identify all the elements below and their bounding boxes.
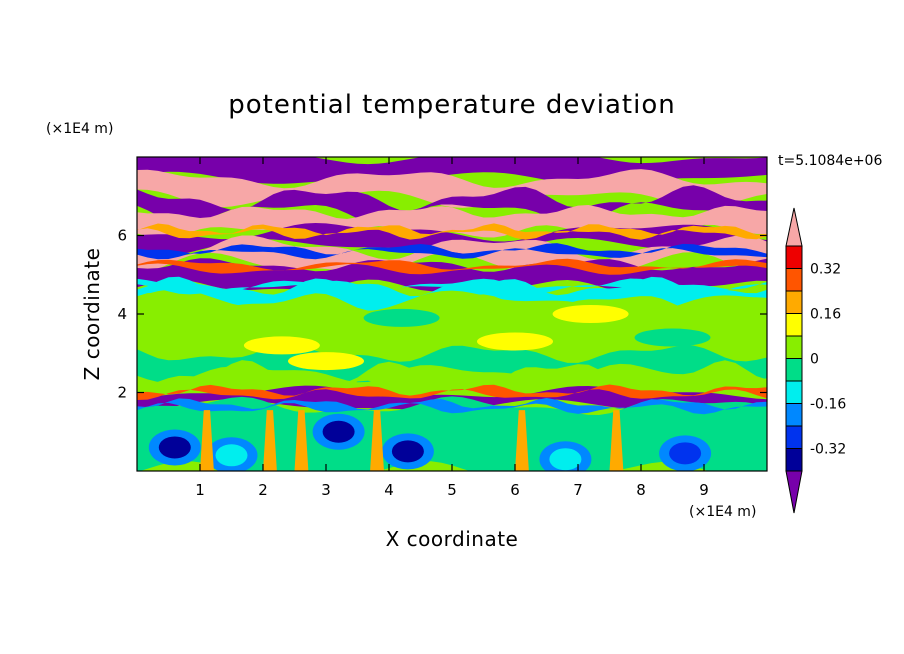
- field-transition-strip: [137, 258, 767, 275]
- x-tick-label: 7: [573, 481, 583, 499]
- field-transition-strip: [137, 243, 767, 260]
- thermal-plume: [609, 410, 624, 471]
- colorbar: 0.32 0.16 0 -0.16 -0.32: [785, 207, 846, 514]
- field-transition-strip: [137, 398, 767, 415]
- y-tick-label: 6: [117, 227, 127, 245]
- y-tick-label: 2: [117, 384, 127, 402]
- colorbar-bin: [785, 335, 803, 359]
- colorbar-under-triangle: [785, 470, 803, 514]
- thermal-plume: [200, 410, 214, 471]
- colorbar-over-triangle: [785, 207, 803, 247]
- field-patch: [634, 328, 711, 347]
- field-patch: [477, 332, 553, 351]
- y-axis-title: Z coordinate: [80, 248, 104, 381]
- plot-area: [137, 157, 767, 471]
- colorbar-bin: [785, 425, 803, 449]
- colorbar-bin: [785, 313, 803, 337]
- thermal-plume: [263, 410, 277, 471]
- field-band: [137, 169, 767, 209]
- chart-title: potential temperature deviation: [228, 90, 675, 120]
- x-tick-label: 5: [447, 481, 457, 499]
- eddy-core: [215, 444, 248, 467]
- colorbar-label: 0: [810, 352, 819, 368]
- field-transition-strip: [137, 223, 767, 240]
- eddy-core: [158, 436, 191, 459]
- x-tick-label: 6: [510, 481, 520, 499]
- x-tick-label: 3: [321, 481, 331, 499]
- x-tick-label: 8: [636, 481, 646, 499]
- y-tick-label: 4: [117, 305, 127, 323]
- colorbar-label: -0.16: [810, 397, 846, 413]
- colorbar-bin: [785, 290, 803, 314]
- colorbar-label: -0.32: [810, 442, 846, 458]
- x-tick-label: 4: [384, 481, 394, 499]
- colorbar-bin: [785, 380, 803, 404]
- eddy-core: [549, 448, 582, 471]
- colorbar-label: 0.16: [810, 307, 841, 323]
- colorbar-label: 0.32: [810, 262, 841, 278]
- field-band: [137, 396, 767, 471]
- x-axis-ticks: 1 2 3 4 5 6 7 8 9: [195, 157, 709, 499]
- field-band: [137, 322, 767, 361]
- colorbar-bin: [785, 245, 803, 269]
- field-transition-strip: [137, 278, 767, 295]
- x-tick-label: 1: [195, 481, 205, 499]
- x-axis-unit: (×1E4 m): [689, 504, 756, 520]
- field-patch: [363, 308, 440, 327]
- colorbar-bin: [785, 403, 803, 427]
- eddy-core: [391, 440, 424, 463]
- x-tick-label: 2: [258, 481, 268, 499]
- field-patch: [552, 305, 629, 323]
- eddy-core: [322, 420, 355, 443]
- thermal-plume: [515, 410, 529, 471]
- field-band: [137, 185, 767, 225]
- colorbar-bin: [785, 268, 803, 292]
- y-axis-unit: (×1E4 m): [46, 121, 113, 137]
- thermal-plume: [294, 410, 309, 471]
- field-transition-strip: [137, 384, 767, 400]
- colorbar-bin: [785, 448, 803, 472]
- field-patch: [243, 336, 320, 355]
- x-tick-label: 9: [699, 481, 709, 499]
- eddy-core: [669, 442, 702, 465]
- y-axis-ticks: 2 4 6: [117, 227, 767, 402]
- x-axis-title: X coordinate: [386, 527, 519, 551]
- time-label: t=5.1084e+06: [778, 153, 882, 169]
- thermal-plume: [370, 410, 384, 471]
- field-patch: [288, 352, 364, 371]
- colorbar-bin: [785, 358, 803, 382]
